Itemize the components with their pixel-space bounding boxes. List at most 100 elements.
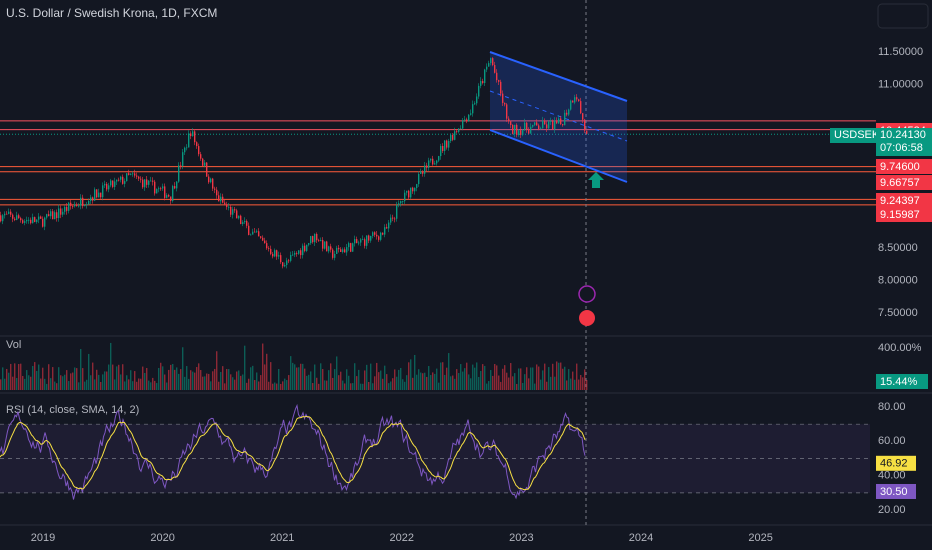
volume-bar <box>92 362 94 390</box>
volume-bar <box>132 381 134 390</box>
candle-body <box>390 217 392 223</box>
candle-body <box>180 165 182 167</box>
candle-body <box>178 165 180 182</box>
volume-bar <box>166 382 168 390</box>
candle-body <box>170 196 172 201</box>
candle-body <box>400 201 402 204</box>
candle-body <box>260 236 262 238</box>
volume-bar <box>398 369 400 390</box>
candle-body <box>70 202 72 206</box>
volume-bar <box>216 351 218 390</box>
volume-bar <box>470 378 472 390</box>
volume-bar <box>372 383 374 390</box>
volume-bar <box>538 366 540 390</box>
candle-body <box>130 173 132 175</box>
candle-body <box>266 243 268 249</box>
candle-body <box>416 184 418 188</box>
volume-bar <box>94 379 96 390</box>
volume-bar <box>454 378 456 390</box>
price-axis-label: 8.00000 <box>878 275 918 287</box>
volume-bar <box>76 368 78 390</box>
volume-bar <box>366 364 368 390</box>
volume-bar <box>524 374 526 390</box>
candle-body <box>558 118 560 124</box>
price-tag-text: 9.66757 <box>880 177 920 189</box>
volume-bar <box>152 377 154 390</box>
volume-bar <box>546 381 548 390</box>
candle-body <box>74 204 76 207</box>
volume-bar <box>68 381 70 390</box>
candle-body <box>414 187 416 192</box>
volume-bar <box>210 381 212 390</box>
volume-bar <box>268 381 270 390</box>
candle-body <box>500 81 502 94</box>
volume-bar <box>472 364 474 390</box>
candle-body <box>124 181 126 184</box>
candle-body <box>126 173 128 182</box>
candle-body <box>156 189 158 194</box>
candle-body <box>314 233 316 243</box>
volume-bar <box>238 370 240 390</box>
candle-body <box>488 63 490 67</box>
volume-bar <box>510 363 512 390</box>
volume-bar <box>188 378 190 390</box>
volume-bar <box>512 376 514 390</box>
candle-body <box>40 216 42 219</box>
candle-body <box>348 243 350 248</box>
volume-bar <box>8 372 10 390</box>
candle-body <box>362 239 364 241</box>
volume-bar <box>578 379 580 390</box>
volume-bar <box>308 374 310 390</box>
volume-bar <box>78 382 80 390</box>
candle-body <box>320 240 322 242</box>
volume-tag-text: 15.44% <box>880 376 918 388</box>
volume-bar <box>148 380 150 390</box>
volume-bar <box>468 374 470 390</box>
candle-body <box>18 215 20 219</box>
volume-bar <box>276 383 278 390</box>
flag-icon[interactable] <box>579 310 595 326</box>
event-icon[interactable] <box>578 285 596 303</box>
candle-body <box>352 243 354 252</box>
rsi-axis-label: 60.00 <box>878 435 906 447</box>
volume-bar <box>74 367 76 390</box>
volume-bar <box>82 368 84 390</box>
candle-body <box>284 265 286 267</box>
volume-bar <box>80 349 82 390</box>
volume-bar <box>486 383 488 390</box>
volume-bar <box>256 372 258 390</box>
volume-bar <box>126 375 128 390</box>
volume-bar <box>302 363 304 390</box>
candle-body <box>64 206 66 212</box>
volume-bar <box>388 383 390 390</box>
volume-bar <box>116 366 118 390</box>
candle-body <box>214 188 216 190</box>
volume-bar <box>314 364 316 390</box>
volume-bar <box>422 373 424 390</box>
volume-bar <box>336 356 338 390</box>
volume-bar <box>206 373 208 390</box>
volume-bar <box>30 376 32 390</box>
volume-bar <box>448 353 450 390</box>
volume-bar <box>230 374 232 390</box>
candle-body <box>76 204 78 206</box>
volume-bar <box>394 369 396 390</box>
volume-bar <box>570 378 572 390</box>
volume-bar <box>532 367 534 390</box>
candle-body <box>256 231 258 233</box>
volume-bar <box>376 362 378 390</box>
volume-bar <box>98 374 100 390</box>
candle-body <box>294 252 296 255</box>
candle-body <box>536 122 538 126</box>
volume-bar <box>410 359 412 390</box>
volume-bar <box>488 381 490 390</box>
volume-bar <box>362 383 364 390</box>
rsi-tag <box>876 483 916 499</box>
volume-bar <box>118 364 120 390</box>
volume-bar <box>384 365 386 390</box>
candle-body <box>404 192 406 202</box>
button[interactable] <box>877 3 929 29</box>
candle-body <box>466 119 468 122</box>
volume-bar <box>386 374 388 390</box>
candle-body <box>436 160 438 164</box>
